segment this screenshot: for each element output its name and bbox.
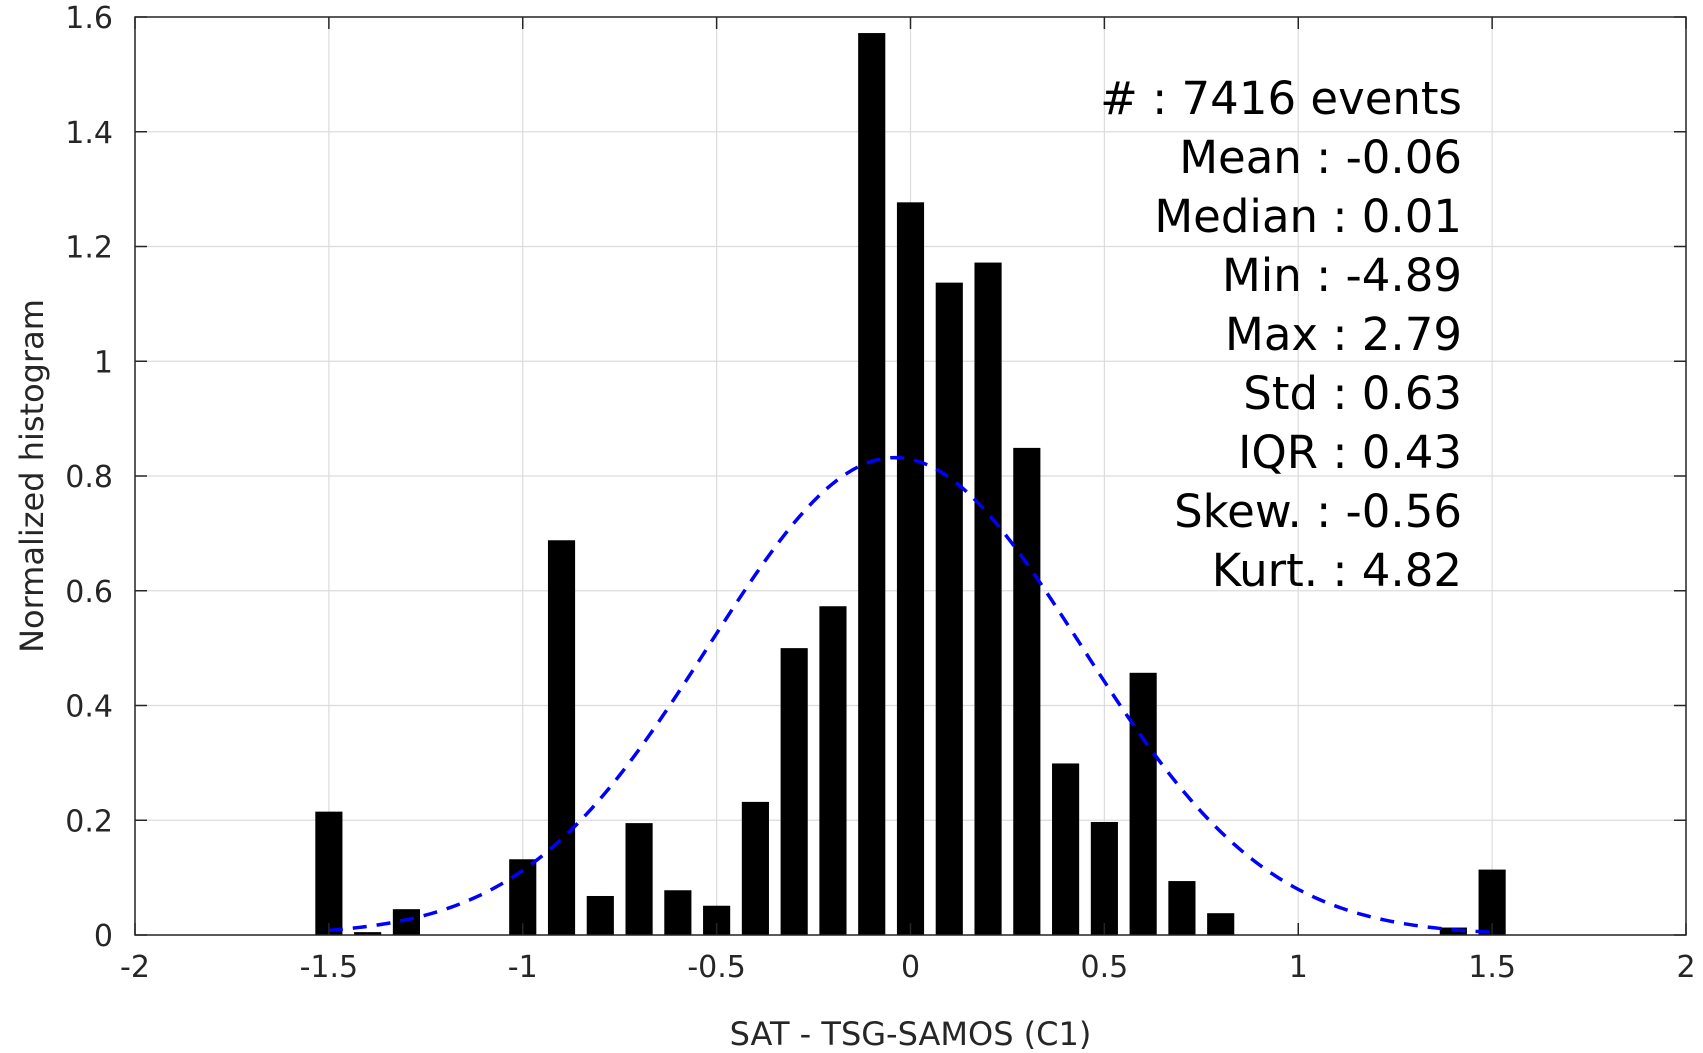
y-tick-label: 0.2 <box>65 804 113 839</box>
histogram-bar <box>664 890 692 935</box>
y-tick-labels: 0 0.2 0.4 0.6 0.8 1 1.2 1.4 1.6 <box>65 1 113 954</box>
y-tick-label: 1.6 <box>65 1 113 36</box>
stats-line: Mean : -0.06 <box>1179 131 1462 184</box>
stats-line: Max : 2.79 <box>1225 308 1462 361</box>
histogram-bar <box>1129 672 1157 935</box>
histogram-bar <box>1168 881 1196 935</box>
histogram-bar <box>819 606 847 935</box>
histogram-bar <box>1052 763 1080 935</box>
y-axis-label: Normalized histogram <box>13 299 51 653</box>
x-tick-label: 0.5 <box>1081 950 1129 985</box>
histogram-bar <box>586 895 614 935</box>
histogram-bar <box>1207 913 1235 935</box>
x-tick-label: -1.5 <box>300 950 359 985</box>
histogram-bar <box>1090 821 1118 935</box>
stats-line: IQR : 0.43 <box>1238 426 1462 479</box>
histogram-bar <box>935 282 963 935</box>
y-tick-label: 1 <box>94 345 113 380</box>
stats-line: Min : -4.89 <box>1222 249 1462 302</box>
histogram-bars <box>315 33 1506 936</box>
histogram-bar <box>625 823 653 935</box>
histogram-bar <box>1013 447 1041 935</box>
x-tick-label: -2 <box>120 950 150 985</box>
x-tick-label: 2 <box>1676 950 1695 985</box>
y-tick-label: 0.4 <box>65 690 113 725</box>
y-tick-label: 0.8 <box>65 460 113 495</box>
x-tick-label: 0 <box>901 950 920 985</box>
stats-line: Std : 0.63 <box>1243 367 1462 420</box>
axis-ticks <box>134 16 1687 936</box>
normal-fit-curve <box>328 455 1493 934</box>
x-tick-label: -0.5 <box>687 950 746 985</box>
histogram-bar <box>780 648 808 935</box>
x-tick-label: 1 <box>1289 950 1308 985</box>
stats-line: Kurt. : 4.82 <box>1212 544 1462 597</box>
histogram-bar <box>858 33 886 935</box>
histogram-bar <box>974 262 1002 935</box>
histogram-bar <box>547 540 576 935</box>
y-tick-label: 1.2 <box>65 231 113 266</box>
stats-line: Skew. : -0.56 <box>1174 485 1462 538</box>
histogram-bar <box>896 202 925 936</box>
histogram-bar <box>741 801 769 935</box>
histogram-bar <box>392 909 420 935</box>
y-tick-label: 1.4 <box>65 116 113 151</box>
x-tick-label: -1 <box>508 950 538 985</box>
x-tick-labels: -2 -1.5 -1 -0.5 0 0.5 1 1.5 2 <box>120 950 1696 985</box>
y-tick-label: 0 <box>94 919 113 954</box>
histogram-bar <box>315 811 343 935</box>
statistics-box: # : 7416 events Mean : -0.06 Median : 0.01… <box>1100 72 1462 597</box>
histogram-bar <box>354 932 382 935</box>
y-tick-label: 0.6 <box>65 575 113 610</box>
x-tick-label: 1.5 <box>1468 950 1516 985</box>
stats-line: # : 7416 events <box>1100 72 1462 125</box>
x-axis-label: SAT - TSG-SAMOS (C1) <box>730 1015 1092 1053</box>
stats-line: Median : 0.01 <box>1154 190 1462 243</box>
